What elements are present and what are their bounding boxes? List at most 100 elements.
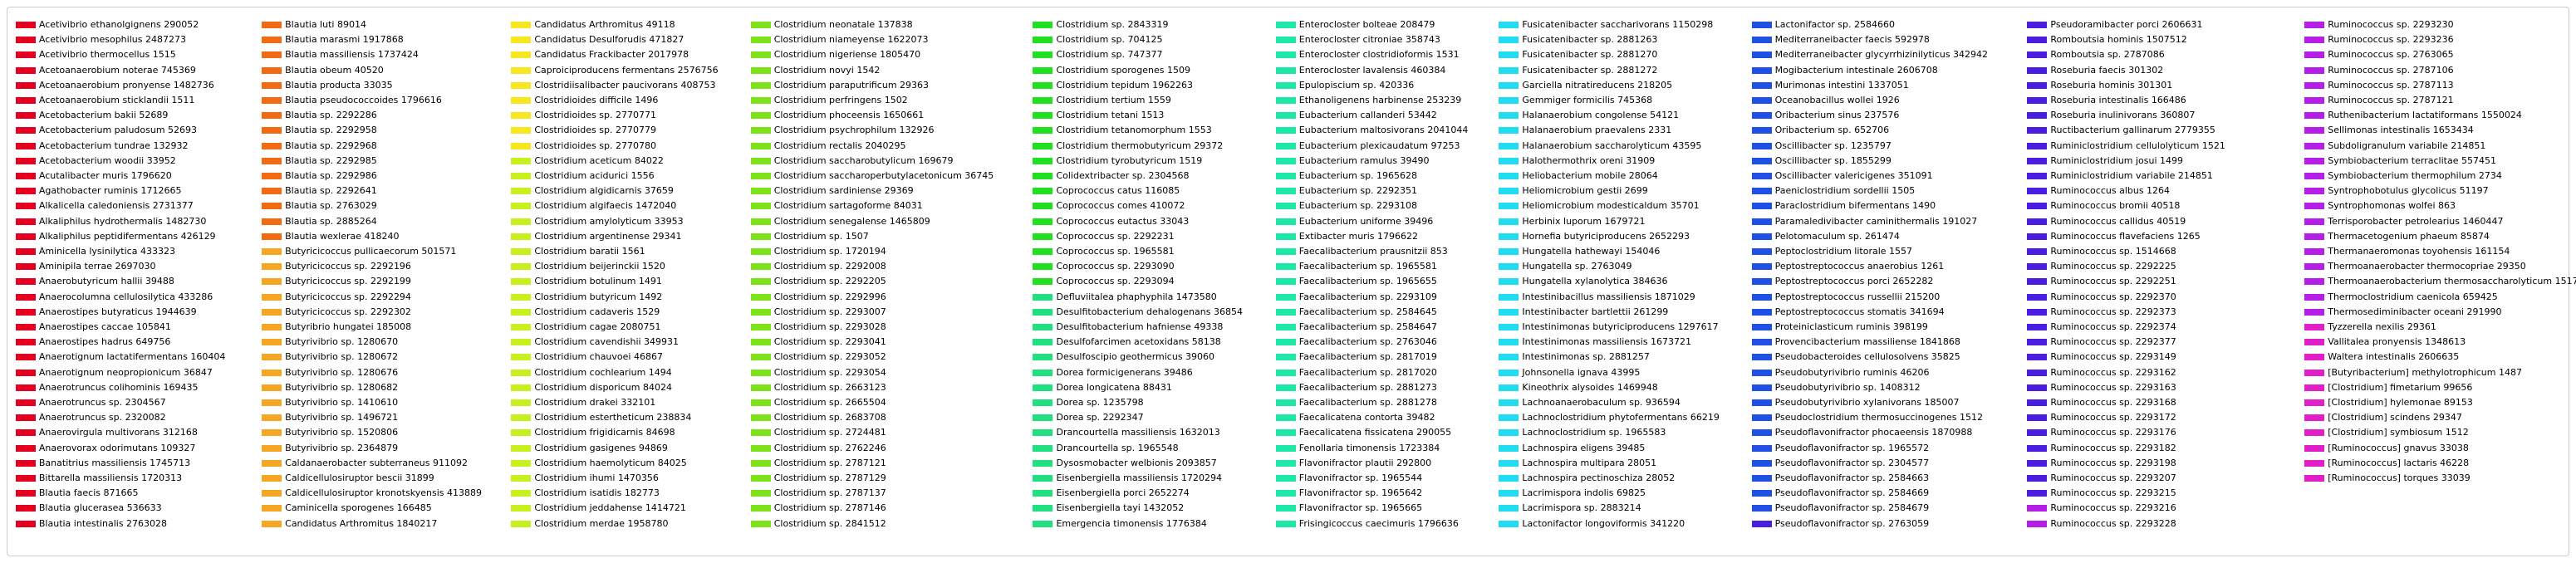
legend-label: Faecalicatena contorta 39482 <box>1298 412 1435 423</box>
legend-label: Mediterraneibacter faecis 592978 <box>1774 34 1930 46</box>
legend-label: Eubacterium maltosivorans 2041044 <box>1298 125 1469 136</box>
legend-swatch <box>750 127 771 135</box>
legend-label: Ruminococcus sp. 2763065 <box>2328 49 2454 61</box>
legend-label: Fusicatenibacter sp. 2881263 <box>1522 34 1658 46</box>
legend-label: Coprococcus eutactus 33043 <box>1056 215 1190 227</box>
legend-label: Syntrophomonas wolfei 863 <box>2328 200 2456 212</box>
legend-swatch <box>750 263 771 271</box>
legend-label: Candidatus Arthromitus 49118 <box>534 19 675 30</box>
legend-label: Candidatus Arthromitus 1840217 <box>285 517 438 529</box>
legend-swatch <box>262 66 282 74</box>
legend-label: Acetobacterium paludosum 52693 <box>38 125 198 136</box>
legend-label: Pseudobacteroides cellulosolvens 35825 <box>1774 351 1960 363</box>
legend-swatch <box>1499 248 1519 255</box>
legend-swatch <box>1751 97 1772 104</box>
legend-swatch <box>2304 112 2325 120</box>
legend-swatch <box>1033 339 1053 346</box>
legend-label: Anaerovorax odorimutans 109327 <box>38 442 196 453</box>
legend-swatch <box>1275 505 1296 512</box>
legend-swatch <box>1499 459 1519 467</box>
legend-swatch <box>262 142 282 149</box>
legend-swatch <box>1499 505 1519 512</box>
legend-label: Clostridioides sp. 2770771 <box>534 110 656 121</box>
legend-swatch <box>1275 22 1296 28</box>
legend-swatch <box>15 263 36 271</box>
legend-swatch <box>262 520 282 527</box>
legend-label: Hornefia butyriciproducens 2652293 <box>1522 230 1690 242</box>
legend-label: Clostridium neonatale 137838 <box>773 19 913 30</box>
legend-label: Ruminococcus sp. 2293176 <box>2050 427 2176 438</box>
legend-swatch <box>1033 278 1053 286</box>
legend-swatch <box>15 127 36 135</box>
legend-swatch <box>2304 308 2325 316</box>
legend-swatch <box>750 81 771 89</box>
legend-label: Clostridium sp. 747377 <box>1056 49 1163 61</box>
legend-label: Clostridium algidicarnis 37659 <box>534 185 674 197</box>
legend-swatch <box>2027 444 2048 452</box>
legend-label: Clostridium frigidicarnis 84698 <box>534 427 675 438</box>
legend-label: Blautia glucerasea 536633 <box>38 502 162 514</box>
legend-label: Paeniclostridium sordellii 1505 <box>1774 185 1916 197</box>
legend-swatch <box>1751 127 1772 135</box>
legend-swatch <box>262 444 282 452</box>
legend-label: Ruminococcus sp. 2293162 <box>2050 366 2176 378</box>
legend-swatch <box>15 293 36 301</box>
legend-swatch <box>15 414 36 422</box>
legend-swatch <box>511 173 532 179</box>
legend-label: Ruminococcus sp. 2292370 <box>2050 291 2176 302</box>
legend-swatch <box>750 520 771 527</box>
legend-swatch <box>15 188 36 195</box>
legend-label: Thermoanaerobacter thermocopriae 29350 <box>2328 261 2526 272</box>
legend-swatch <box>750 203 771 210</box>
legend-label: Acetobacterium bakii 52689 <box>38 110 169 121</box>
legend-swatch <box>2027 218 2048 225</box>
legend-swatch <box>15 384 36 391</box>
legend-swatch <box>1275 490 1296 497</box>
legend-label: Blautia sp. 2292286 <box>285 110 377 121</box>
legend-swatch <box>2027 248 2048 255</box>
legend-swatch <box>750 490 771 497</box>
legend-label: Faecalicatena fissicatena 290055 <box>1298 427 1452 438</box>
legend-label: Ruminococcus sp. 2293228 <box>2050 517 2176 529</box>
legend-label: Emergencia timonensis 1776384 <box>1056 517 1207 529</box>
legend-swatch <box>1275 203 1296 210</box>
legend-swatch <box>1275 475 1296 482</box>
legend-swatch <box>2027 173 2048 179</box>
legend-label: Anaerovirgula multivorans 312168 <box>38 427 198 438</box>
legend-label: Clostridium sp. 2292205 <box>773 276 886 287</box>
legend-label: Thermoclostridium caenicola 659425 <box>2328 291 2498 302</box>
legend-label: Hungatella xylanolytica 384636 <box>1522 276 1668 287</box>
legend-label: Clostridium sp. 2292008 <box>773 261 886 272</box>
legend-swatch <box>1499 263 1519 271</box>
legend-label: Oscillibacter sp. 1855299 <box>1774 154 1892 166</box>
legend-swatch <box>1275 308 1296 316</box>
legend-label: Gemmiger formicilis 745368 <box>1522 95 1653 105</box>
legend-label: Murimonas intestini 1337051 <box>1774 79 1909 91</box>
legend-swatch <box>2304 414 2325 422</box>
legend-swatch <box>1033 203 1053 210</box>
legend-swatch <box>262 475 282 482</box>
legend-swatch <box>2027 66 2048 74</box>
legend-swatch <box>262 188 282 195</box>
legend-label: Mediterraneibacter glycyrrhizinilyticus … <box>1774 49 1989 61</box>
legend-label: Pseudobutyrivibrio xylanivorans 185007 <box>1774 397 1960 408</box>
legend-swatch <box>2027 157 2048 164</box>
legend-swatch <box>1033 444 1053 452</box>
legend-label: Acetivibrio mesophilus 2487273 <box>38 34 186 46</box>
legend-label: [Clostridium] scindens 29347 <box>2328 412 2462 423</box>
legend-swatch <box>1751 66 1772 74</box>
legend-swatch <box>1033 188 1053 195</box>
legend-swatch <box>1275 233 1296 240</box>
legend-swatch <box>1033 81 1053 89</box>
legend-label: Ruminococcus albus 1264 <box>2050 185 2171 197</box>
legend-label: Romboutsia sp. 2787086 <box>2050 49 2165 61</box>
legend-swatch <box>1275 293 1296 301</box>
legend-label: Clostridium acidurici 1556 <box>534 170 655 181</box>
legend-swatch <box>750 218 771 225</box>
legend-label: Intestinibacter bartlettii 261299 <box>1522 306 1669 317</box>
legend-label: Clostridium estertheticum 238834 <box>534 412 692 423</box>
legend-label: Clostridium chauvoei 46867 <box>534 351 663 363</box>
legend-swatch <box>15 22 36 28</box>
legend-label: Clostridium drakei 332101 <box>534 397 656 408</box>
legend-swatch <box>1033 293 1053 301</box>
